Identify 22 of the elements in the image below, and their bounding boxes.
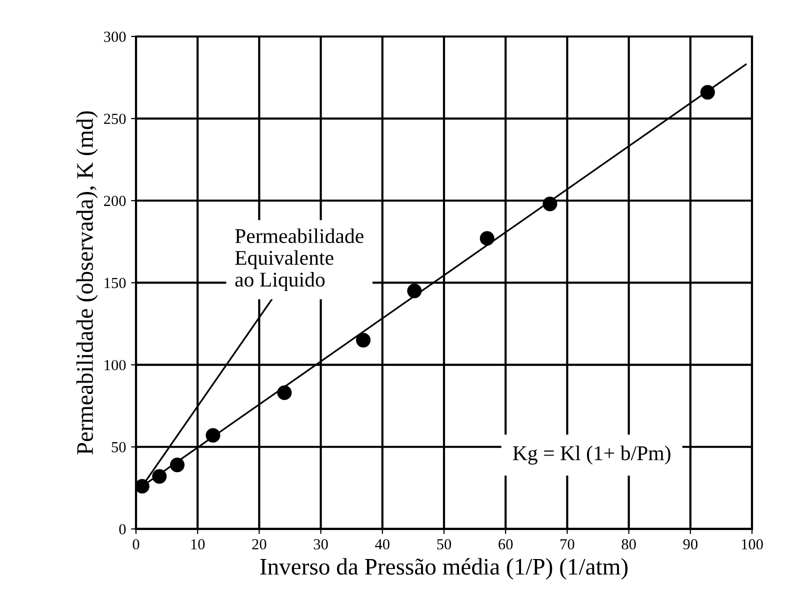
x-tick-label: 90 <box>683 539 698 550</box>
annotation: Permeabilidade Equivalente ao Liquido <box>235 228 364 291</box>
y-tick-label: 300 <box>104 32 126 42</box>
y-axis-title: Permeabilidade (observada), K (md) <box>76 111 98 454</box>
y-tick-label: 0 <box>119 524 126 534</box>
x-tick-label: 10 <box>191 539 205 550</box>
y-tick-label: 50 <box>112 442 126 452</box>
x-tick-label: 80 <box>622 539 636 550</box>
x-tick-label: 40 <box>375 539 390 550</box>
x-tick-label: 20 <box>252 539 266 550</box>
x-tick-label: 0 <box>132 539 140 550</box>
annotation: Kg = Kl (1+ b/Pm) <box>512 446 670 465</box>
y-tick-label: 250 <box>104 114 126 124</box>
x-tick-label: 50 <box>437 539 452 550</box>
x-tick-label: 30 <box>314 539 328 550</box>
x-tick-label: 100 <box>742 539 763 550</box>
y-tick-label: 150 <box>104 278 126 288</box>
y-tick-label: 200 <box>104 196 126 206</box>
y-tick-label: 100 <box>104 360 126 370</box>
x-tick-label: 70 <box>560 539 574 550</box>
x-axis-title: Inverso da Pressão média (1/P) (1/atm) <box>260 558 628 580</box>
x-tick-label: 60 <box>498 539 513 550</box>
